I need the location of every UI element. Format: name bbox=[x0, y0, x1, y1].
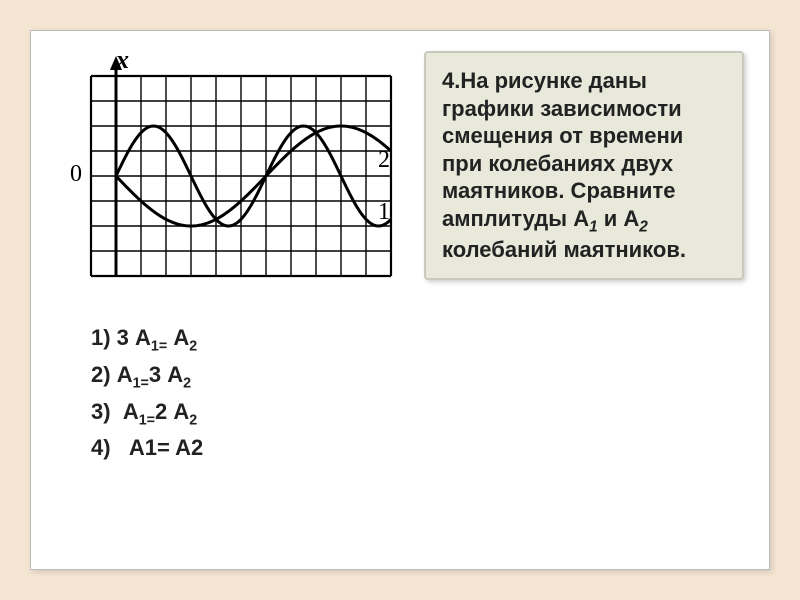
slide-panel: x 0 1 2 4.На рисунке даны графики зависи… bbox=[30, 30, 770, 570]
opt-l: А bbox=[117, 362, 133, 387]
question-a1: А bbox=[573, 206, 589, 231]
opt-num: 2) bbox=[91, 362, 111, 387]
opt-ls: 1= bbox=[139, 412, 155, 428]
opt-r: А bbox=[167, 362, 183, 387]
opt-lead bbox=[111, 399, 117, 424]
opt-num: 3) bbox=[91, 399, 111, 424]
chart-area: x 0 1 2 bbox=[66, 51, 396, 296]
opt-num: 1) bbox=[91, 325, 111, 350]
opt-sp: 3 bbox=[149, 362, 167, 387]
opt-ls: 1= bbox=[151, 338, 167, 354]
question-body-1: На рисунке даны графики зависимости смещ… bbox=[442, 68, 683, 231]
question-a2: А bbox=[623, 206, 639, 231]
opt-l: А bbox=[123, 399, 139, 424]
question-a1-sub: 1 bbox=[589, 218, 598, 235]
question-box: 4.На рисунке даны графики зависимости см… bbox=[424, 51, 744, 280]
question-text: 4.На рисунке даны графики зависимости см… bbox=[442, 67, 726, 264]
opt-r: А bbox=[173, 399, 189, 424]
opt-lead: 3 bbox=[111, 325, 135, 350]
axis-origin-label: 0 bbox=[70, 161, 82, 188]
opt-sp: 2 bbox=[155, 399, 173, 424]
opt-rs: 2 bbox=[183, 375, 191, 391]
opt-override: A1= A2 bbox=[129, 435, 203, 460]
curve-1-label: 1 bbox=[378, 199, 390, 226]
answer-option-4: 4) A1= A2 bbox=[91, 431, 371, 464]
question-body-2: колебаний маятников. bbox=[442, 237, 686, 262]
question-number: 4. bbox=[442, 68, 460, 93]
answer-option-1: 1) 3 А1= А2 bbox=[91, 321, 371, 358]
answer-option-2: 2) А1=3 А2 bbox=[91, 358, 371, 395]
axis-label-x: x bbox=[116, 45, 129, 75]
curve-2-label: 2 bbox=[378, 147, 390, 174]
question-a2-sub: 2 bbox=[639, 218, 648, 235]
opt-num: 4) bbox=[91, 435, 111, 460]
answer-options: 1) 3 А1= А2 2) А1=3 А2 3) А1=2 А2 4) A1=… bbox=[91, 321, 371, 464]
answer-option-3: 3) А1=2 А2 bbox=[91, 395, 371, 432]
opt-l: А bbox=[135, 325, 151, 350]
oscillation-chart bbox=[66, 51, 396, 296]
opt-rs: 2 bbox=[189, 412, 197, 428]
opt-ls: 1= bbox=[133, 375, 149, 391]
opt-r: А bbox=[173, 325, 189, 350]
opt-rs: 2 bbox=[189, 338, 197, 354]
question-mid: и bbox=[598, 206, 624, 231]
